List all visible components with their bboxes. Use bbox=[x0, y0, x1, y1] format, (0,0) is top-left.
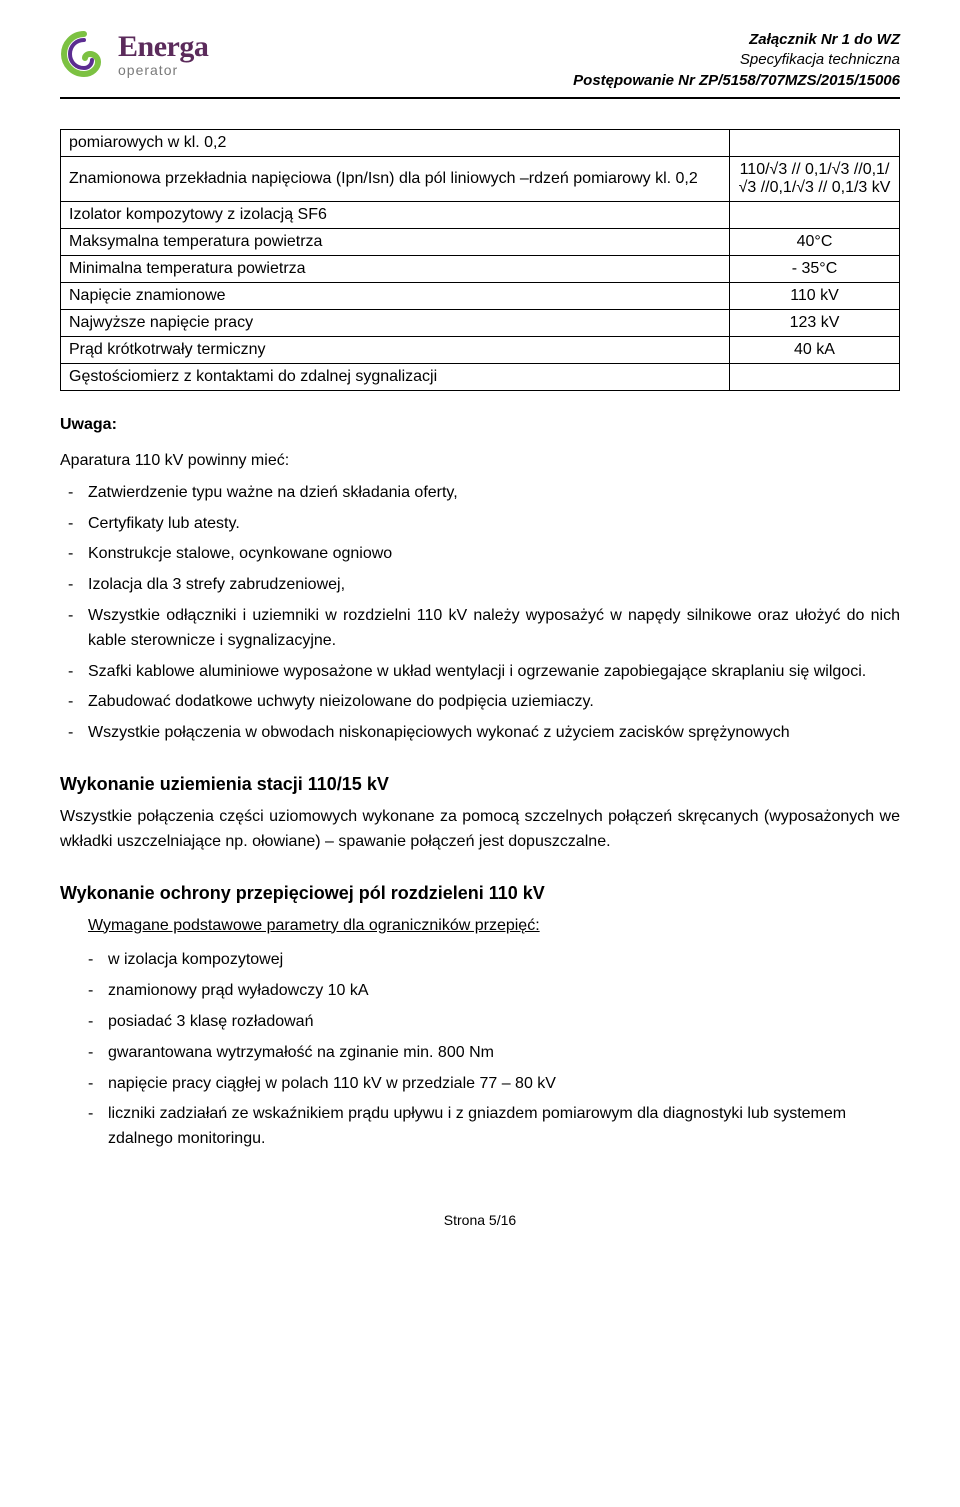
table-label: Gęstościomierz z kontaktami do zdalnej s… bbox=[61, 363, 730, 390]
aparatura-intro: Aparatura 110 kV powinny mieć: bbox=[60, 449, 900, 473]
uwaga-label: Uwaga: bbox=[60, 413, 900, 437]
list-item: Wszystkie odłączniki i uziemniki w rozdz… bbox=[60, 604, 900, 654]
list-item: posiadać 3 klasę rozładowań bbox=[80, 1010, 900, 1035]
section-subtitle-surge: Wymagane podstawowe parametry dla ograni… bbox=[88, 914, 900, 939]
logo-text: Energa operator bbox=[118, 30, 208, 78]
section-title-surge: Wykonanie ochrony przepięciowej pól rozd… bbox=[60, 883, 900, 904]
table-row: Minimalna temperatura powietrza - 35°C bbox=[61, 255, 900, 282]
list-item: w izolacja kompozytowej bbox=[80, 948, 900, 973]
table-value bbox=[730, 363, 900, 390]
table-label: Prąd krótkotrwały termiczny bbox=[61, 336, 730, 363]
logo-subtitle: operator bbox=[118, 62, 208, 78]
list-item: Certyfikaty lub atesty. bbox=[60, 512, 900, 537]
list-item: Wszystkie połączenia w obwodach niskonap… bbox=[60, 721, 900, 746]
table-label: Minimalna temperatura powietrza bbox=[61, 255, 730, 282]
table-row: Napięcie znamionowe 110 kV bbox=[61, 282, 900, 309]
surge-list: w izolacja kompozytowej znamionowy prąd … bbox=[80, 948, 900, 1152]
list-item: Szafki kablowe aluminiowe wyposażone w u… bbox=[60, 660, 900, 685]
table-label: Maksymalna temperatura powietrza bbox=[61, 228, 730, 255]
list-item: Zatwierdzenie typu ważne na dzień składa… bbox=[60, 481, 900, 506]
section-title-grounding: Wykonanie uziemienia stacji 110/15 kV bbox=[60, 774, 900, 795]
aparatura-list: Zatwierdzenie typu ważne na dzień składa… bbox=[60, 481, 900, 746]
logo-swirl-icon bbox=[60, 30, 108, 78]
uwaga-text: Uwaga: bbox=[60, 416, 117, 433]
table-label: pomiarowych w kl. 0,2 bbox=[61, 129, 730, 156]
table-label: Znamionowa przekładnia napięciowa (Ipn/I… bbox=[61, 156, 730, 201]
table-value: 40 kA bbox=[730, 336, 900, 363]
list-item: Zabudować dodatkowe uchwyty nieizolowane… bbox=[60, 690, 900, 715]
table-value: 110/√3 // 0,1/√3 //0,1/√3 //0,1/√3 // 0,… bbox=[730, 156, 900, 201]
page: Energa operator Załącznik Nr 1 do WZ Spe… bbox=[0, 0, 960, 1268]
header-meta: Załącznik Nr 1 do WZ Specyfikacja techni… bbox=[573, 30, 900, 91]
page-footer: Strona 5/16 bbox=[60, 1212, 900, 1228]
table-label: Izolator kompozytowy z izolacją SF6 bbox=[61, 201, 730, 228]
section-body-grounding: Wszystkie połączenia części uziomowych w… bbox=[60, 805, 900, 855]
table-row: Najwyższe napięcie pracy 123 kV bbox=[61, 309, 900, 336]
table-value: 40°C bbox=[730, 228, 900, 255]
list-item: Konstrukcje stalowe, ocynkowane ogniowo bbox=[60, 542, 900, 567]
list-item: liczniki zadziałań ze wskaźnikiem prądu … bbox=[80, 1102, 900, 1152]
header-attachment: Załącznik Nr 1 do WZ bbox=[573, 30, 900, 50]
table-value: - 35°C bbox=[730, 255, 900, 282]
table-label: Najwyższe napięcie pracy bbox=[61, 309, 730, 336]
table-row: Izolator kompozytowy z izolacją SF6 bbox=[61, 201, 900, 228]
list-item: Izolacja dla 3 strefy zabrudzeniowej, bbox=[60, 573, 900, 598]
header-case-number: Postępowanie Nr ZP/5158/707MZS/2015/1500… bbox=[573, 71, 900, 91]
page-header: Energa operator Załącznik Nr 1 do WZ Spe… bbox=[60, 30, 900, 99]
table-row: Prąd krótkotrwały termiczny 40 kA bbox=[61, 336, 900, 363]
table-row: Znamionowa przekładnia napięciowa (Ipn/I… bbox=[61, 156, 900, 201]
logo-brand: Energa bbox=[118, 30, 208, 64]
table-row: pomiarowych w kl. 0,2 bbox=[61, 129, 900, 156]
table-value: 123 kV bbox=[730, 309, 900, 336]
list-item: znamionowy prąd wyładowczy 10 kA bbox=[80, 979, 900, 1004]
table-label: Napięcie znamionowe bbox=[61, 282, 730, 309]
logo-block: Energa operator bbox=[60, 30, 208, 78]
table-row: Maksymalna temperatura powietrza 40°C bbox=[61, 228, 900, 255]
table-value bbox=[730, 201, 900, 228]
list-item: gwarantowana wytrzymałość na zginanie mi… bbox=[80, 1041, 900, 1066]
header-spec: Specyfikacja techniczna bbox=[573, 50, 900, 70]
table-value: 110 kV bbox=[730, 282, 900, 309]
list-item: napięcie pracy ciągłej w polach 110 kV w… bbox=[80, 1072, 900, 1097]
spec-table-body: pomiarowych w kl. 0,2 Znamionowa przekła… bbox=[61, 129, 900, 390]
table-row: Gęstościomierz z kontaktami do zdalnej s… bbox=[61, 363, 900, 390]
table-value bbox=[730, 129, 900, 156]
spec-table: pomiarowych w kl. 0,2 Znamionowa przekła… bbox=[60, 129, 900, 391]
